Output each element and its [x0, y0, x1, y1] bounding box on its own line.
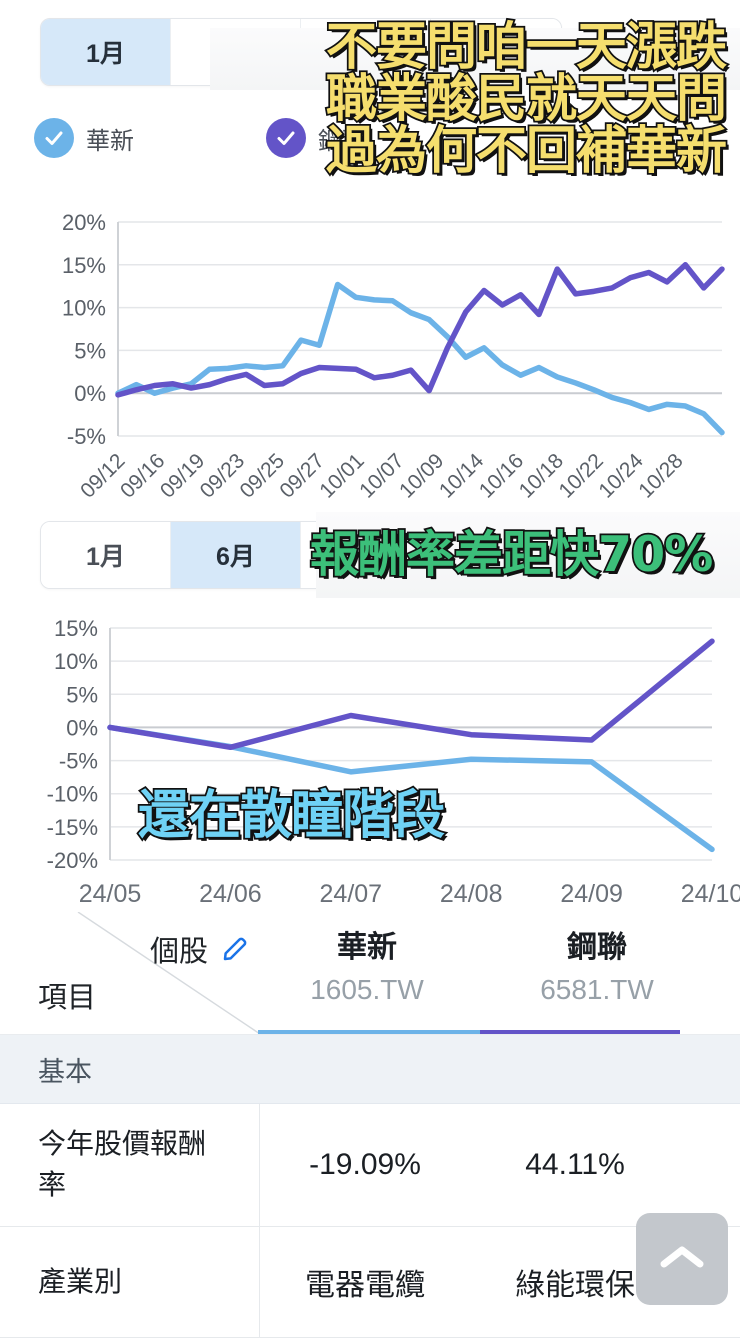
y-axis-tick: 15% [54, 616, 98, 641]
comparison-section-title: 基本 [0, 1035, 740, 1104]
table-row: 今年股價報酬率 -19.09% 44.11% [0, 1104, 740, 1227]
chart-series-0 [115, 281, 725, 436]
x-axis-tick: 10/16 [475, 449, 528, 502]
x-axis-tick: 24/07 [320, 880, 383, 908]
comparison-column-0-underline [258, 1030, 480, 1034]
comparison-table: 個股 項目 華新 1605.TW 鋼聯 6581.TW 基本 今年股價報酬率 -… [0, 912, 740, 1338]
chart-series-1 [107, 638, 715, 751]
legend-item-0[interactable]: 華新 [34, 118, 134, 158]
x-axis-tick: 09/19 [156, 449, 209, 502]
table-cell-value: 44.11% [525, 1148, 625, 1181]
comparison-column-1-name: 鋼聯 [567, 931, 627, 964]
x-axis-tick: 09/25 [236, 449, 289, 502]
legend-item-1-label: 鋼聯 [318, 127, 366, 155]
tab-period-top-0-label: 1月 [86, 40, 125, 68]
x-axis-tick: 09/16 [116, 449, 169, 502]
x-axis-tick: 10/01 [315, 449, 368, 502]
table-row-label: 今年股價報酬率 [0, 1104, 260, 1226]
x-axis-tick: 09/23 [196, 449, 249, 502]
chart-6month: -20% -15% -10% -5% 0% 5% 10% 15% 24/05 24/06 24/07… [0, 606, 740, 912]
table-row-label: 產業別 [0, 1227, 260, 1337]
x-axis-tick: 09/12 [76, 449, 129, 502]
comparison-column-0[interactable]: 華新 1605.TW [262, 922, 472, 1006]
overlay-backdrop-top [210, 28, 740, 90]
tab-period-bottom-1[interactable]: 6月 [171, 522, 301, 588]
x-axis-tick: 24/09 [560, 880, 623, 908]
y-axis-tick: 20% [62, 210, 106, 235]
comparison-corner-stock[interactable]: 個股 [150, 928, 250, 970]
x-axis-tick: 10/09 [395, 449, 448, 502]
chart-1month-svg: -5%0%5%10%15%20%09/1209/1609/1909/2309/2… [62, 210, 725, 503]
overlay-text-blue: 還在散瞳階段 [136, 788, 447, 845]
x-axis-tick: 24/06 [199, 880, 262, 908]
x-axis-tick: 10/07 [355, 449, 408, 502]
y-axis-tick: -10% [47, 782, 98, 807]
chevron-up-icon [659, 1242, 705, 1277]
y-axis-tick: -5% [59, 749, 98, 774]
table-row: 產業別 電器電纜 綠能環保 [0, 1227, 740, 1338]
table-cell-value: -19.09% [309, 1148, 421, 1181]
x-axis-tick: 24/08 [440, 880, 503, 908]
scroll-to-top-button[interactable] [636, 1213, 728, 1305]
y-axis-tick: 0% [74, 381, 106, 406]
table-cell-value: 電器電纜 [305, 1269, 425, 1302]
y-axis-tick: -15% [47, 815, 98, 840]
check-circle-icon[interactable] [34, 118, 74, 158]
chart-legend-top[interactable]: 華新 鋼聯 [34, 118, 366, 158]
x-axis-tick: 10/18 [515, 449, 568, 502]
overlay-blue-line: 還在散瞳階段 [136, 786, 447, 846]
comparison-column-0-code: 1605.TW [310, 974, 424, 1005]
y-axis-tick: 15% [62, 253, 106, 278]
x-axis-tick: 10/24 [594, 449, 648, 503]
check-circle-icon[interactable] [266, 118, 306, 158]
comparison-table-header: 個股 項目 華新 1605.TW 鋼聯 6581.TW [0, 912, 740, 1035]
overlay-green-line: 報酬率差距快70% [308, 526, 715, 583]
table-cell-value: 綠能環保 [515, 1269, 635, 1302]
chart-1month: -5% 0% 5% 10% 15% 20% 09/12 09/16 09/19 09/23 09/2… [0, 200, 740, 510]
chart-6month-svg: -20% -15% -10% -5% 0% 5% 10% 15% 24/05 24/06 24/07… [47, 616, 740, 908]
x-axis-tick: 10/22 [555, 449, 608, 502]
y-axis-tick: 10% [54, 649, 98, 674]
tab-period-top-0[interactable]: 1月 [41, 19, 171, 85]
comparison-corner-item-label: 項目 [38, 982, 97, 1014]
comparison-column-0-name: 華新 [337, 931, 397, 964]
legend-item-0-label: 華新 [86, 127, 134, 155]
comparison-column-1[interactable]: 鋼聯 6581.TW [492, 922, 702, 1006]
y-axis-tick: -20% [47, 848, 98, 873]
comparison-column-1-code: 6581.TW [540, 974, 654, 1005]
tab-period-bottom-1-label: 6月 [216, 543, 255, 571]
x-axis-tick: 10/14 [435, 449, 489, 503]
overlay-yellow-line-3: 過為何不回補華新 [324, 122, 729, 182]
legend-item-1[interactable]: 鋼聯 [266, 118, 366, 158]
x-axis-tick: 09/27 [275, 449, 328, 502]
tab-period-bottom-0-label: 1月 [86, 543, 125, 571]
y-axis-tick: 5% [66, 682, 98, 707]
pencil-edit-icon[interactable] [220, 934, 250, 964]
overlay-text-green: 報酬率差距快70% [308, 528, 715, 581]
overlay-backdrop-bottom [316, 512, 740, 598]
x-axis-tick: 24/10 [681, 880, 740, 908]
x-axis-tick: 24/05 [79, 880, 142, 908]
overlay-yellow-line-2: 職業酸民就天天問 [324, 70, 729, 130]
tab-period-bottom-0[interactable]: 1月 [41, 522, 171, 588]
x-axis-tick: 10/28 [634, 449, 687, 502]
chart-series-1 [115, 262, 725, 398]
y-axis-tick: 10% [62, 296, 106, 321]
comparison-corner-stock-label: 個股 [150, 936, 209, 968]
y-axis-tick: 5% [74, 338, 106, 363]
comparison-column-1-underline [480, 1030, 680, 1034]
y-axis-tick: -5% [67, 424, 106, 449]
header-diagonal-divider [77, 912, 260, 1034]
overlay-text-yellow: 不要問咱一天漲跌 職業酸民就天天問 過為何不回補華新 [324, 20, 729, 182]
y-axis-tick: 0% [66, 715, 98, 740]
overlay-yellow-line-1: 不要問咱一天漲跌 [324, 18, 729, 77]
